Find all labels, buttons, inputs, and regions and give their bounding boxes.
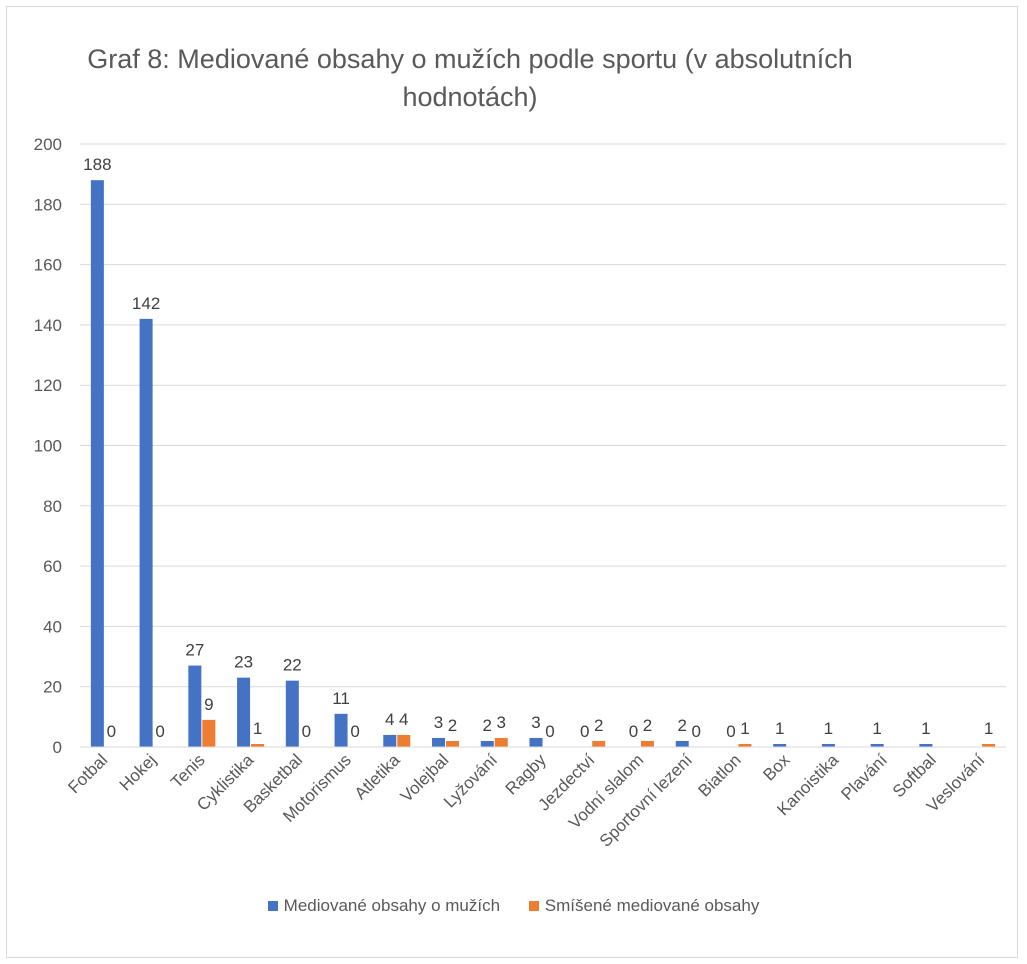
legend: Mediované obsahy o mužích Smíšené mediov… <box>0 896 1027 916</box>
data-label: 3 <box>434 713 443 732</box>
y-tick-label: 60 <box>43 557 62 576</box>
data-label: 3 <box>497 713 506 732</box>
bar <box>821 743 835 747</box>
data-label: 4 <box>385 710 394 729</box>
data-label: 0 <box>726 722 735 741</box>
bar <box>383 734 397 747</box>
data-label: 2 <box>594 716 603 735</box>
legend-item-series-1: Mediované obsahy o mužích <box>267 896 501 916</box>
bar <box>202 719 216 747</box>
data-label: 4 <box>399 710 408 729</box>
y-tick-label: 0 <box>53 738 62 757</box>
x-tick-label: Plavání <box>837 750 891 804</box>
data-label: 0 <box>155 722 164 741</box>
data-label: 9 <box>204 695 213 714</box>
legend-swatch-series-2 <box>528 901 539 911</box>
y-tick-label: 80 <box>43 497 62 516</box>
bar <box>334 713 348 747</box>
bar <box>188 665 202 747</box>
x-tick-label: Fotbal <box>64 750 111 797</box>
bar <box>982 743 996 747</box>
bar <box>237 677 251 747</box>
y-tick-label: 100 <box>34 437 62 456</box>
legend-label-series-2: Smíšené mediované obsahy <box>544 896 760 915</box>
data-label: 2 <box>448 716 457 735</box>
chart-frame <box>6 6 1018 958</box>
data-label: 0 <box>580 722 589 741</box>
data-label: 2 <box>483 716 492 735</box>
data-label: 2 <box>677 716 686 735</box>
bar <box>919 743 933 747</box>
data-label: 0 <box>545 722 554 741</box>
bar <box>675 740 689 747</box>
bar <box>480 740 494 747</box>
data-label: 1 <box>740 719 749 738</box>
y-tick-label: 20 <box>43 678 62 697</box>
y-tick-label: 120 <box>34 376 62 395</box>
x-tick-label: Tenis <box>167 750 208 791</box>
bar <box>139 318 153 747</box>
bar <box>397 734 411 747</box>
x-tick-label: Hokej <box>116 750 160 794</box>
bar <box>251 743 265 747</box>
x-tick-label: Lyžování <box>440 750 501 811</box>
data-label: 1 <box>921 719 930 738</box>
data-label: 2 <box>643 716 652 735</box>
y-tick-label: 200 <box>34 135 62 154</box>
bar <box>529 737 543 747</box>
bar <box>640 740 654 747</box>
bar <box>285 680 299 747</box>
bar <box>446 740 460 747</box>
data-label: 0 <box>691 722 700 741</box>
data-label: 23 <box>234 653 253 672</box>
legend-label-series-1: Mediované obsahy o mužích <box>283 896 501 915</box>
data-label: 0 <box>107 722 116 741</box>
data-label: 0 <box>302 722 311 741</box>
x-tick-label: Sportovní lezení <box>596 750 697 850</box>
data-label: 22 <box>283 656 302 675</box>
data-label: 1 <box>984 719 993 738</box>
data-label: 142 <box>132 294 160 313</box>
data-label: 1 <box>872 719 881 738</box>
legend-swatch-series-1 <box>267 901 278 911</box>
bar <box>592 740 606 747</box>
bar <box>773 743 787 747</box>
x-tick-label: Biatlon <box>695 750 745 800</box>
data-label: 1 <box>253 719 262 738</box>
data-label: 1 <box>824 719 833 738</box>
y-tick-label: 180 <box>34 195 62 214</box>
bar <box>494 737 508 747</box>
legend-item-series-2: Smíšené mediované obsahy <box>528 896 760 916</box>
bar <box>738 743 752 747</box>
chart-title: Graf 8: Mediované obsahy o mužích podle … <box>87 44 853 112</box>
x-tick-label: Box <box>759 750 794 785</box>
data-label: 188 <box>83 155 111 174</box>
y-tick-label: 160 <box>34 256 62 275</box>
data-label: 0 <box>350 722 359 741</box>
bar <box>432 737 446 747</box>
y-tick-label: 140 <box>34 316 62 335</box>
data-label: 27 <box>185 641 204 660</box>
bar <box>870 743 884 747</box>
bar <box>90 180 104 747</box>
data-label: 3 <box>531 713 540 732</box>
y-tick-label: 40 <box>43 617 62 636</box>
data-label: 1 <box>775 719 784 738</box>
data-label: 0 <box>629 722 638 741</box>
x-tick-label: Atletika <box>351 750 404 803</box>
data-label: 11 <box>332 689 350 708</box>
